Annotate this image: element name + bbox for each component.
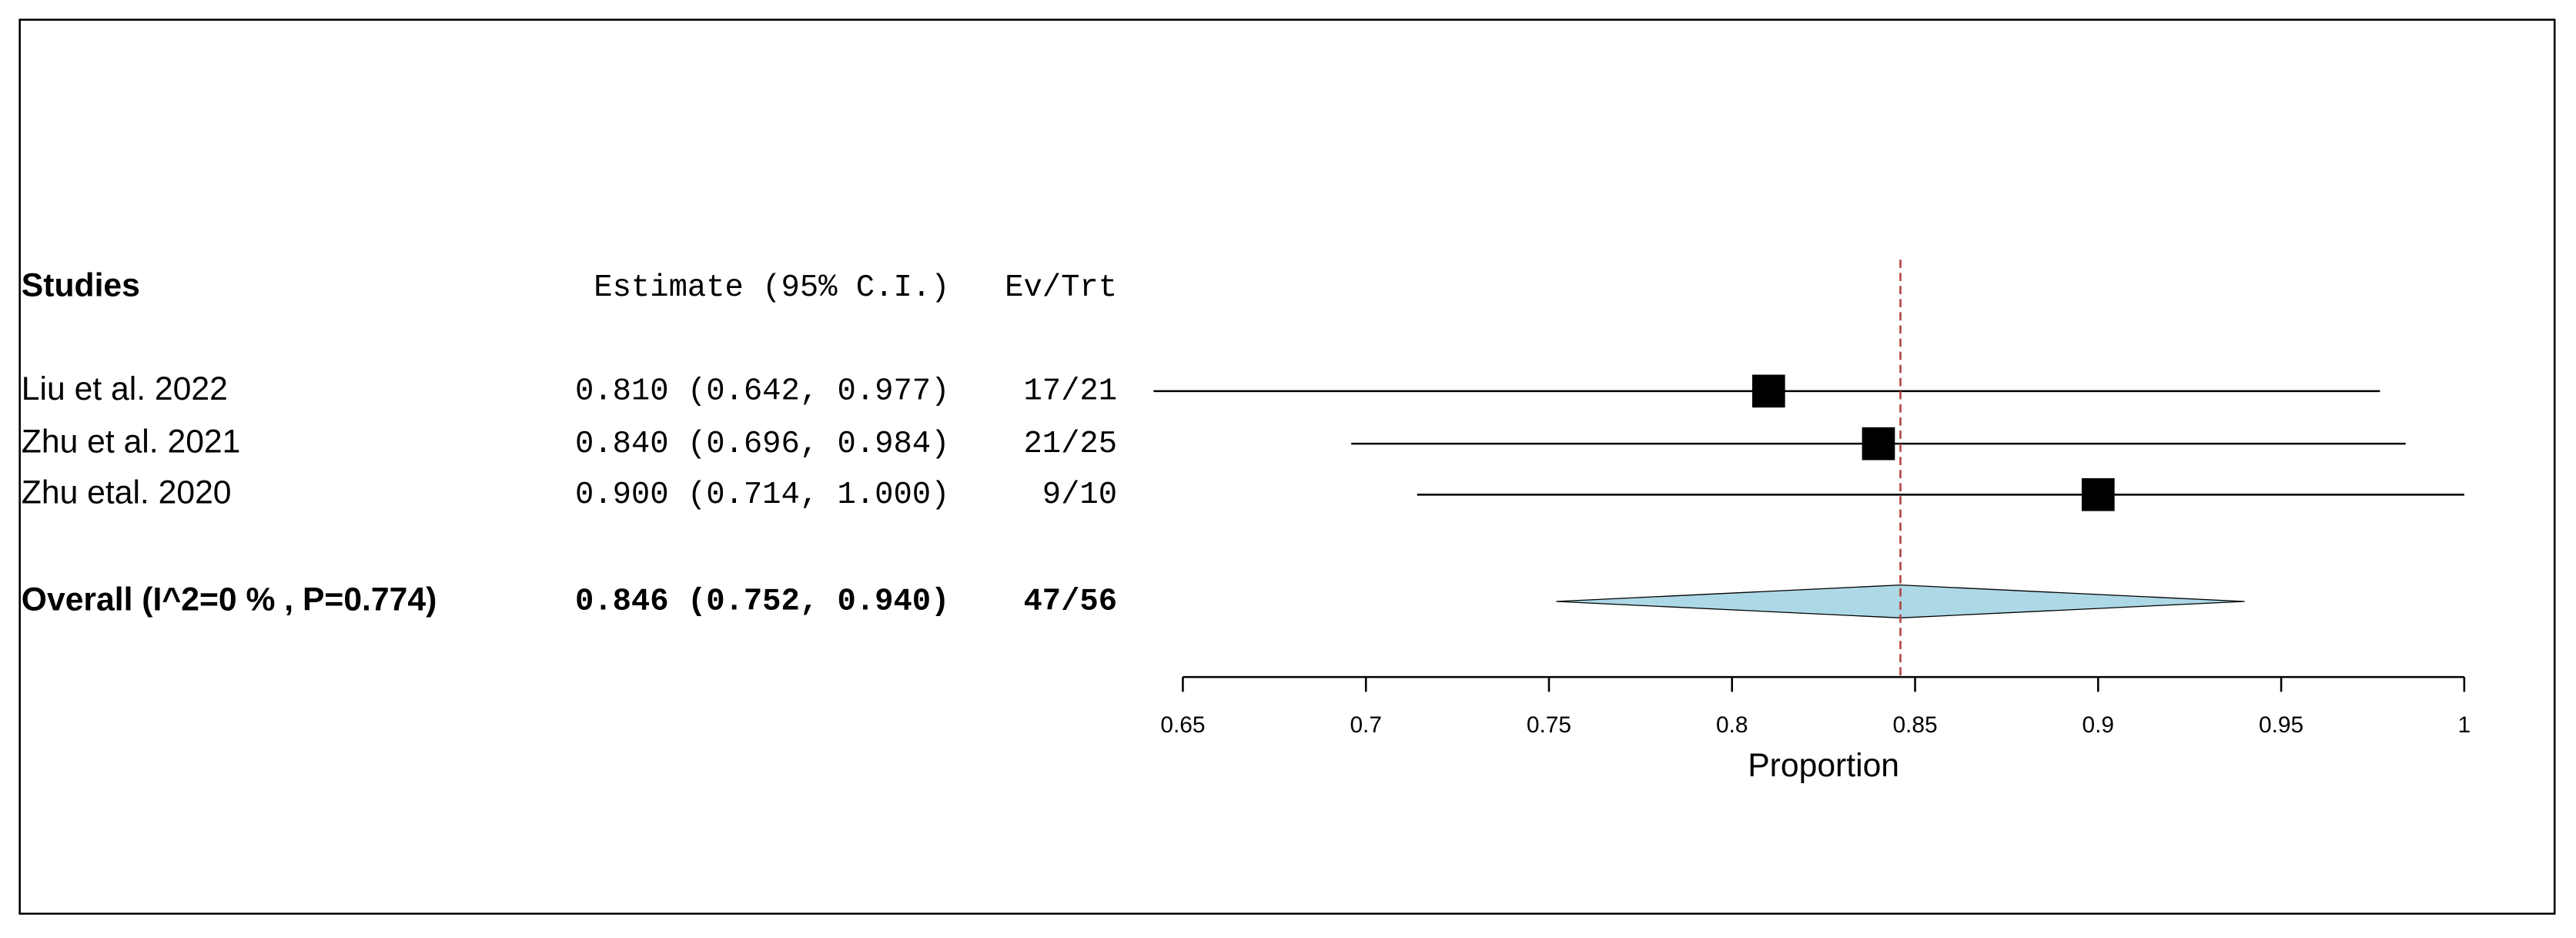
estimate-box — [2081, 477, 2115, 511]
study-name: Zhu etal. 2020 — [22, 474, 232, 511]
x-tick-label: 0.9 — [2083, 712, 2115, 738]
studies-header: Studies — [22, 267, 140, 304]
x-tick-label: 0.65 — [1160, 712, 1205, 738]
study-estimate: 0.840 (0.696, 0.984) — [575, 427, 949, 462]
study-events: 9/10 — [1042, 477, 1117, 513]
study-estimate: 0.900 (0.714, 1.000) — [575, 477, 949, 513]
x-tick-label: 1 — [2458, 712, 2471, 738]
overall-estimate: 0.846 (0.752, 0.940) — [575, 585, 949, 620]
x-axis-label: Proportion — [1748, 747, 1899, 784]
estimate-header: Estimate (95% C.I.) — [594, 270, 949, 306]
study-estimate: 0.810 (0.642, 0.977) — [575, 374, 949, 410]
study-name: Liu et al. 2022 — [22, 370, 228, 407]
estimate-box — [1862, 427, 1895, 461]
x-tick-label: 0.95 — [2259, 712, 2303, 738]
study-name: Zhu et al. 2021 — [22, 423, 241, 460]
study-events: 21/25 — [1023, 427, 1117, 462]
study-events: 17/21 — [1023, 374, 1117, 410]
overall-events: 47/56 — [1023, 585, 1117, 620]
overall-name: Overall (I^2=0 % , P=0.774) — [22, 581, 437, 618]
x-tick-label: 0.75 — [1527, 712, 1571, 738]
x-tick-label: 0.7 — [1350, 712, 1382, 738]
x-tick-label: 0.85 — [1892, 712, 1937, 738]
events-header: Ev/Trt — [1005, 270, 1117, 306]
estimate-box — [1751, 374, 1785, 408]
frame — [18, 18, 2556, 915]
x-tick-label: 0.8 — [1716, 712, 1748, 738]
